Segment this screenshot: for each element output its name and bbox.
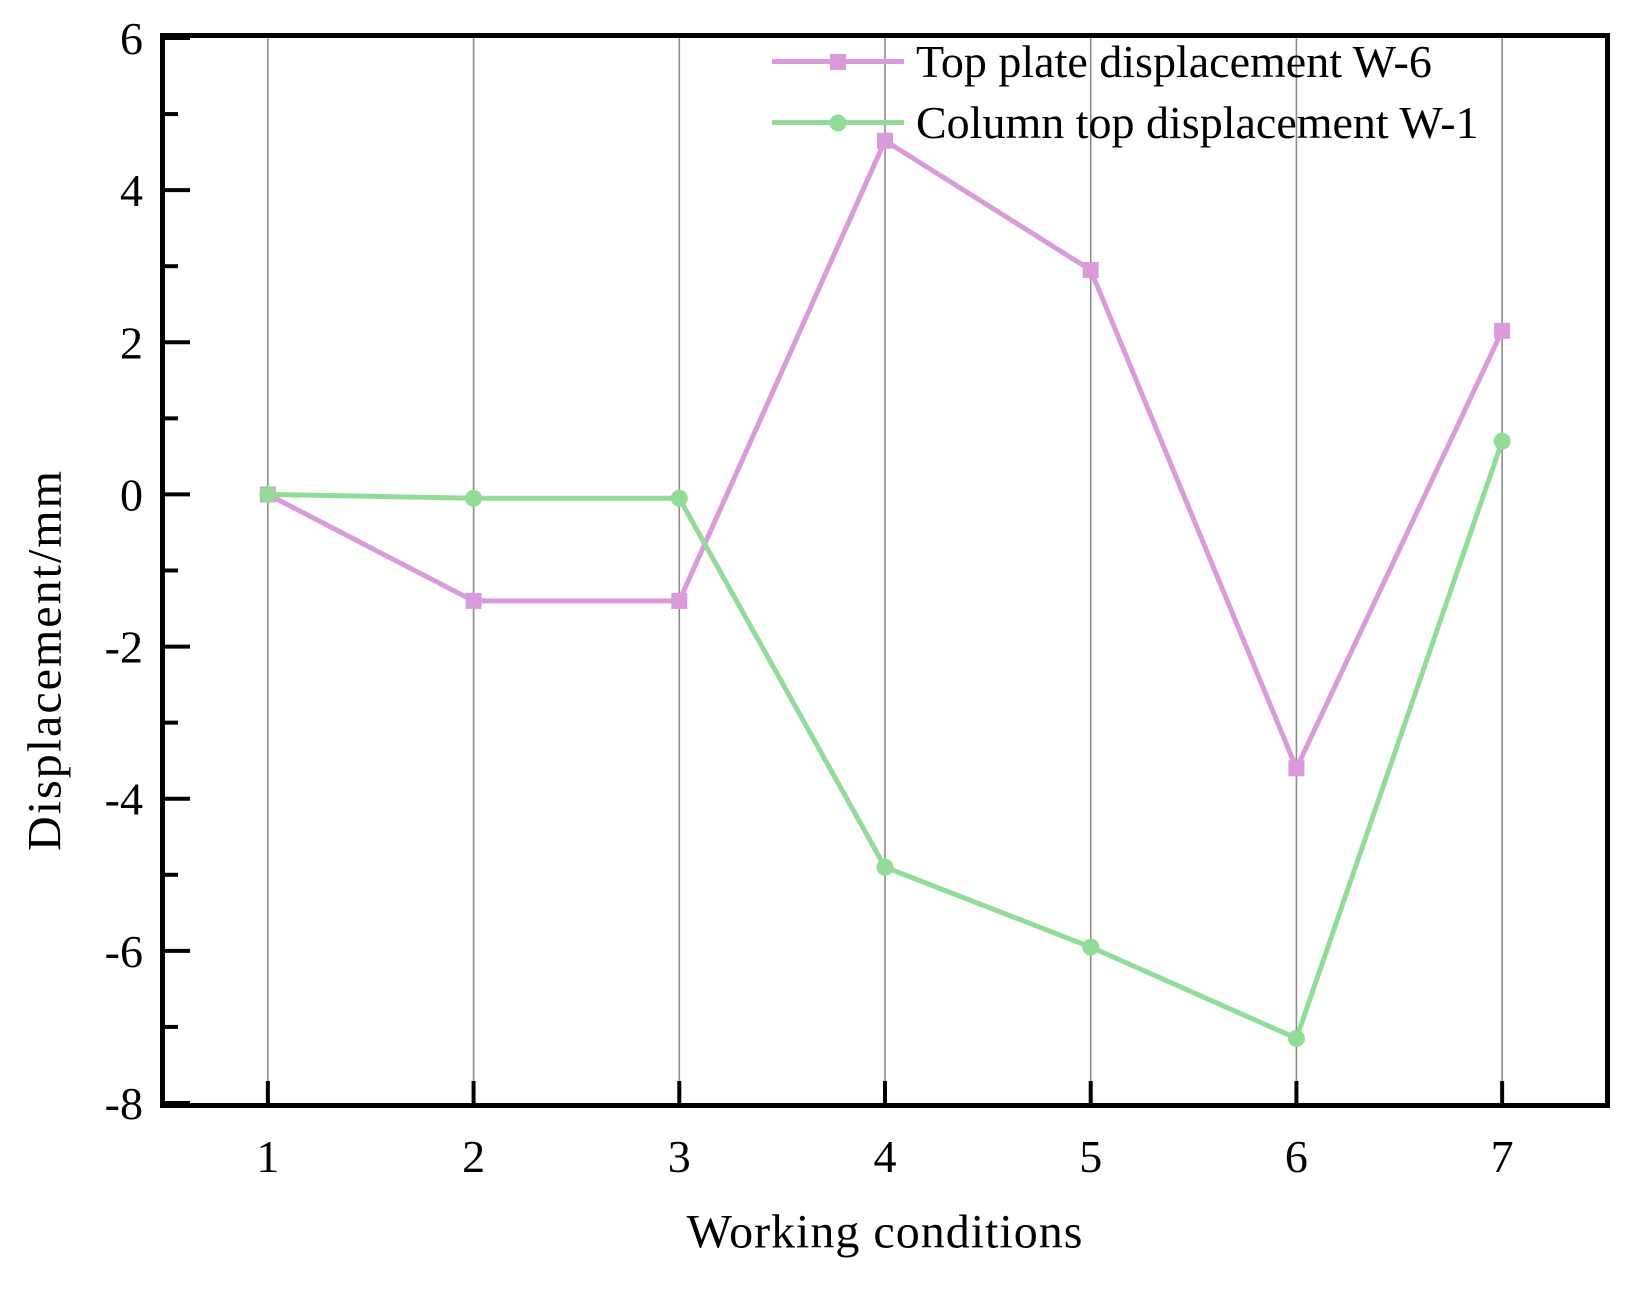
square-marker-icon (830, 53, 846, 70)
y-tick-label: 6 (120, 13, 143, 64)
legend-label-column-top: Column top displacement W-1 (916, 97, 1479, 148)
y-tick-label: -4 (105, 774, 143, 825)
data-point-marker (1082, 938, 1100, 956)
data-point-marker (1288, 760, 1305, 777)
y-axis-title: Displacement/mm (18, 469, 72, 851)
y-tick-label: 0 (120, 469, 143, 520)
legend-line-sample-column-top (772, 92, 904, 153)
x-tick-label: 1 (256, 1131, 279, 1182)
x-tick-label: 2 (462, 1131, 485, 1182)
data-point-marker (1082, 262, 1099, 279)
data-point-marker (877, 132, 893, 149)
y-tick-label: 4 (120, 165, 143, 216)
data-point-marker (1493, 432, 1511, 450)
data-point-marker (670, 489, 688, 507)
legend: Top plate displacement W-6 Column top di… (772, 31, 1479, 153)
y-tick-label: -6 (105, 926, 143, 977)
y-tick-label: -2 (105, 622, 143, 673)
x-axis-title: Working conditions (686, 1205, 1084, 1259)
y-tick-label: 2 (120, 317, 143, 368)
data-point-marker (465, 592, 482, 609)
x-tick-label: 3 (668, 1131, 691, 1182)
data-point-marker (1287, 1029, 1305, 1047)
data-point-marker (259, 485, 277, 503)
x-tick-label: 6 (1285, 1131, 1308, 1182)
axis-frame (160, 33, 1610, 1108)
y-tick-label: -8 (105, 1078, 143, 1129)
data-point-marker (876, 858, 894, 876)
data-point-marker (1494, 322, 1511, 339)
x-tick-label: 4 (874, 1131, 897, 1182)
legend-item-top-plate: Top plate displacement W-6 (772, 31, 1479, 92)
legend-label-top-plate: Top plate displacement W-6 (916, 36, 1432, 87)
data-point-marker (465, 489, 483, 507)
legend-line-sample-top-plate (772, 31, 904, 92)
x-tick-label: 7 (1491, 1131, 1514, 1182)
circle-marker-icon (829, 114, 847, 131)
x-tick-label: 5 (1079, 1131, 1102, 1182)
legend-item-column-top: Column top displacement W-1 (772, 92, 1479, 153)
data-point-marker (671, 592, 688, 609)
